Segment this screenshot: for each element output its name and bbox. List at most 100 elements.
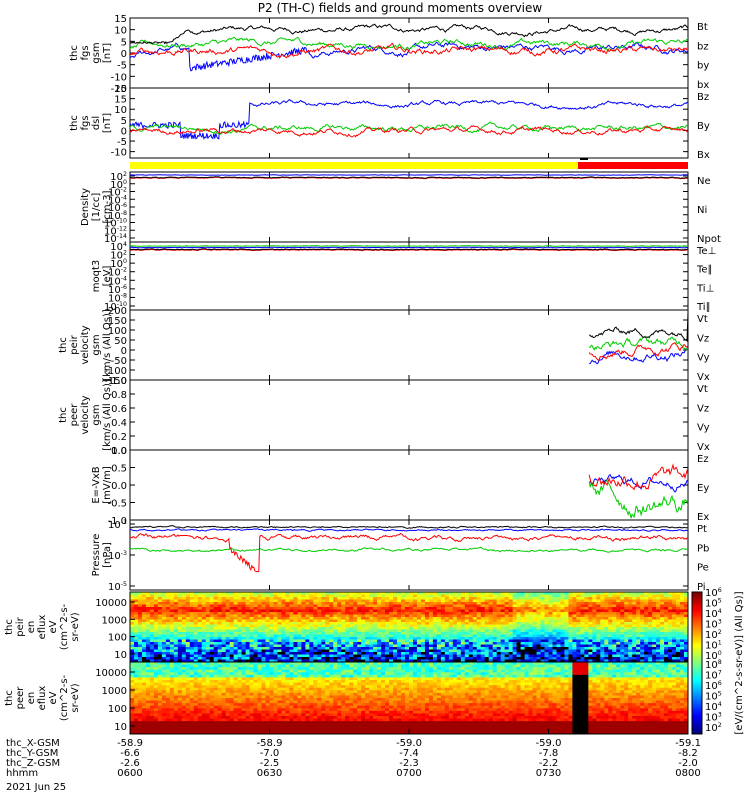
spectrogram-cell — [416, 612, 422, 615]
spectrogram-cell — [157, 728, 163, 732]
spectrogram-cell — [165, 721, 171, 725]
spectrogram-cell — [452, 632, 458, 635]
spectrogram-cell — [241, 599, 246, 603]
y-axis-label: [km/s (All Qs)] — [102, 309, 113, 381]
spectrogram-cell — [157, 721, 163, 725]
spectrogram-cell — [397, 629, 402, 633]
spectrogram-cell — [229, 642, 235, 645]
spectrogram-cell — [333, 612, 338, 615]
spectrogram-cell — [628, 599, 633, 603]
spectrogram-cell — [648, 657, 653, 660]
spectrogram-cell — [472, 637, 478, 640]
spectrogram-cell — [321, 619, 326, 623]
spectrogram-cell — [580, 659, 585, 663]
spectrogram-cell — [149, 657, 155, 660]
spectrogram-cell — [676, 592, 681, 595]
spectrogram-cell — [516, 627, 521, 630]
spectrogram-cell — [540, 617, 545, 620]
spectrogram-cell — [165, 614, 171, 618]
trace-Bz — [130, 125, 688, 138]
spectrogram-cell — [536, 644, 541, 648]
spectrogram-cell — [420, 624, 426, 628]
spectrogram-cell — [532, 594, 537, 598]
spectrogram-cell — [428, 614, 434, 618]
spectrogram-cell — [233, 634, 239, 638]
spectrogram-cell — [436, 622, 442, 625]
spectrogram-cell — [185, 642, 191, 645]
spectrogram-cell — [221, 647, 227, 650]
spectrogram-cell — [221, 682, 227, 686]
spectrogram-cell — [377, 629, 382, 633]
spectrogram-cell — [373, 614, 378, 618]
spectrogram-cell — [349, 647, 354, 650]
spectrogram-cell — [169, 674, 175, 678]
spectrogram-cell — [456, 612, 462, 615]
spectrogram-cell — [329, 634, 334, 638]
spectrogram-cell — [401, 622, 406, 625]
spectrogram-cell — [181, 728, 187, 732]
spectrogram-cell — [600, 624, 605, 628]
spectrogram-cell — [217, 654, 223, 658]
spectrogram-cell — [640, 619, 645, 623]
spectrogram-cell — [217, 672, 223, 676]
spectrogram-cell — [289, 634, 294, 638]
spectrogram-cell — [648, 659, 653, 663]
spectrogram-cell — [520, 599, 525, 603]
spectrogram-cell — [456, 634, 462, 638]
spectrogram-cell — [385, 602, 390, 605]
spectrogram-cell — [520, 627, 525, 630]
spectrogram-cell — [197, 705, 203, 709]
spectrogram-cell — [500, 602, 506, 605]
spectrogram-cell — [556, 622, 561, 625]
spectrogram-cell — [524, 649, 529, 653]
spectrogram-cell — [225, 622, 231, 625]
spectrogram-cell — [213, 644, 219, 648]
spectrogram-cell — [592, 599, 597, 603]
spectrogram-cell — [644, 647, 649, 650]
spectrogram-cell — [153, 726, 159, 730]
spectrogram-cell — [532, 599, 537, 603]
spectrogram-cell — [165, 713, 171, 717]
spectrogram-cell — [205, 629, 211, 633]
spectrogram-cell — [544, 629, 549, 633]
spectrogram-cell — [213, 597, 219, 600]
spectrogram-cell — [568, 609, 573, 613]
spectrogram-cell — [548, 609, 553, 613]
spectrogram-cell — [532, 622, 537, 625]
spectrogram-cell — [377, 649, 382, 653]
spectrogram-cell — [221, 642, 227, 645]
spectrogram-cell — [161, 607, 167, 610]
spectrogram-cell — [464, 657, 470, 660]
spectrogram-cell — [444, 609, 450, 613]
spectrogram-cell — [193, 674, 199, 678]
spectrogram-cell — [448, 657, 454, 660]
spectrogram-cell — [165, 677, 171, 681]
spectrogram-cell — [245, 622, 250, 625]
spectrogram-cell — [640, 629, 645, 633]
spectrogram-cell — [520, 617, 525, 620]
spectrogram-cell — [668, 599, 673, 603]
spectrogram-cell — [365, 602, 370, 605]
spectrogram-cell — [676, 594, 681, 598]
spectrogram-cell — [480, 652, 486, 655]
spectrogram-cell — [432, 657, 438, 660]
spectrogram-cell — [568, 614, 573, 618]
spectrogram-cell — [193, 622, 199, 625]
spectrogram-cell — [277, 619, 282, 623]
spectrogram-cell — [592, 654, 597, 658]
spectrogram-cell — [508, 644, 514, 648]
spectrogram-cell — [572, 592, 577, 595]
spectrogram-cell — [512, 592, 518, 595]
spectrogram-cell — [448, 602, 454, 605]
y-tick-label: 102 — [110, 250, 127, 262]
spectrogram-cell — [313, 657, 318, 660]
spectrogram-cell — [440, 597, 446, 600]
spectrogram-cell — [189, 599, 195, 603]
spectrogram-cell — [676, 632, 681, 635]
spectrogram-cell — [572, 627, 577, 630]
spectrogram-cell — [309, 619, 314, 623]
spectrogram-cell — [456, 599, 462, 603]
spectrogram-cell — [516, 659, 521, 663]
spectrogram-cell — [504, 592, 510, 595]
spectrogram-cell — [680, 592, 685, 595]
